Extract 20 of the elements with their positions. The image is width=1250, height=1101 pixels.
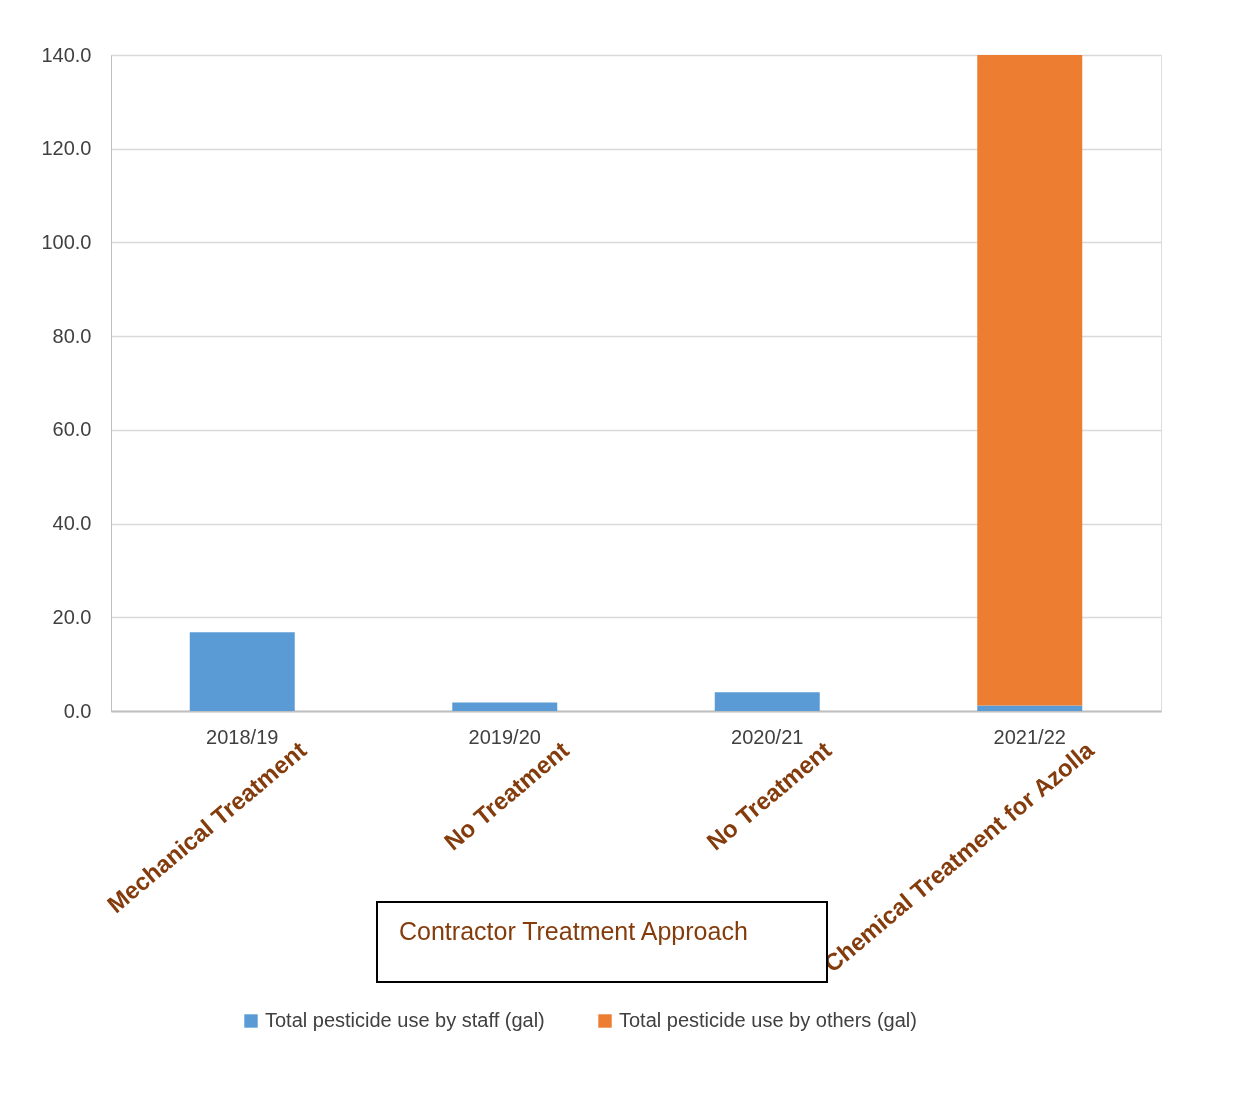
legend-label: Total pesticide use by staff (gal) <box>265 1009 545 1031</box>
y-tick-label: 140.0 <box>41 43 92 66</box>
text: Contractor Treatment Approach <box>399 917 748 945</box>
x-tick-label: 2018/19 <box>206 725 279 748</box>
y-tick-label: 0.0 <box>63 699 92 722</box>
bar <box>189 632 295 711</box>
bar <box>977 55 1083 706</box>
x-tick-label: 2019/20 <box>468 725 541 748</box>
y-tick-label: 120.0 <box>41 137 92 160</box>
x-tick-label: 2020/21 <box>731 725 804 748</box>
y-tick-label: 80.0 <box>52 324 92 347</box>
bar <box>977 705 1083 711</box>
y-tick-label: 40.0 <box>52 512 92 535</box>
x-tick-label: 2021/22 <box>993 725 1066 748</box>
y-tick-label: 60.0 <box>52 418 92 441</box>
bar <box>714 692 820 711</box>
y-tick-label: 20.0 <box>52 605 92 628</box>
y-tick-label: 100.0 <box>41 230 92 253</box>
bar <box>452 702 558 711</box>
legend-label: Total pesticide use by others (gal) <box>619 1009 917 1031</box>
